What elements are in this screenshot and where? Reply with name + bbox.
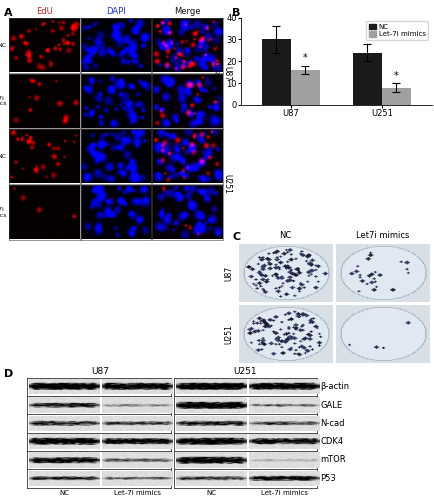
Text: *: * — [303, 53, 308, 63]
Text: NC: NC — [0, 43, 7, 48]
Text: N-cad: N-cad — [320, 419, 345, 428]
Text: NC: NC — [0, 154, 7, 159]
Text: NC: NC — [59, 490, 69, 496]
Text: C: C — [232, 232, 240, 242]
Text: mTOR: mTOR — [320, 456, 346, 464]
Text: CDK4: CDK4 — [320, 437, 343, 446]
Text: U251: U251 — [224, 324, 233, 344]
Text: P53: P53 — [320, 474, 336, 483]
Text: β-actin: β-actin — [320, 382, 349, 391]
Bar — [291, 70, 320, 105]
Text: B: B — [232, 8, 240, 18]
Bar — [382, 88, 411, 105]
Legend: NC, Let-7i mimics: NC, Let-7i mimics — [366, 21, 428, 40]
Text: U87: U87 — [223, 66, 231, 80]
Y-axis label: EDU positive cells %: EDU positive cells % — [214, 22, 224, 100]
Text: U87: U87 — [224, 266, 233, 280]
Bar — [262, 40, 291, 105]
Text: D: D — [4, 369, 13, 379]
Text: NC: NC — [206, 490, 216, 496]
Text: Merge: Merge — [174, 7, 201, 16]
Bar — [353, 52, 382, 105]
Text: U251: U251 — [233, 366, 256, 376]
Text: U87: U87 — [92, 366, 109, 376]
Text: A: A — [4, 8, 13, 18]
Text: U251: U251 — [223, 174, 231, 195]
Text: Let-7i mimics: Let-7i mimics — [114, 490, 161, 496]
Text: GALE: GALE — [320, 400, 342, 409]
Text: NC: NC — [279, 232, 292, 240]
Text: EdU: EdU — [36, 7, 53, 16]
Text: Let-7i mimics: Let-7i mimics — [261, 490, 308, 496]
Text: Let7i mimics: Let7i mimics — [356, 232, 410, 240]
Text: DAPI: DAPI — [106, 7, 126, 16]
Text: Let-7i
mimics: Let-7i mimics — [0, 96, 7, 106]
Text: Let-7i
mimics: Let-7i mimics — [0, 207, 7, 218]
Text: *: * — [394, 70, 399, 81]
